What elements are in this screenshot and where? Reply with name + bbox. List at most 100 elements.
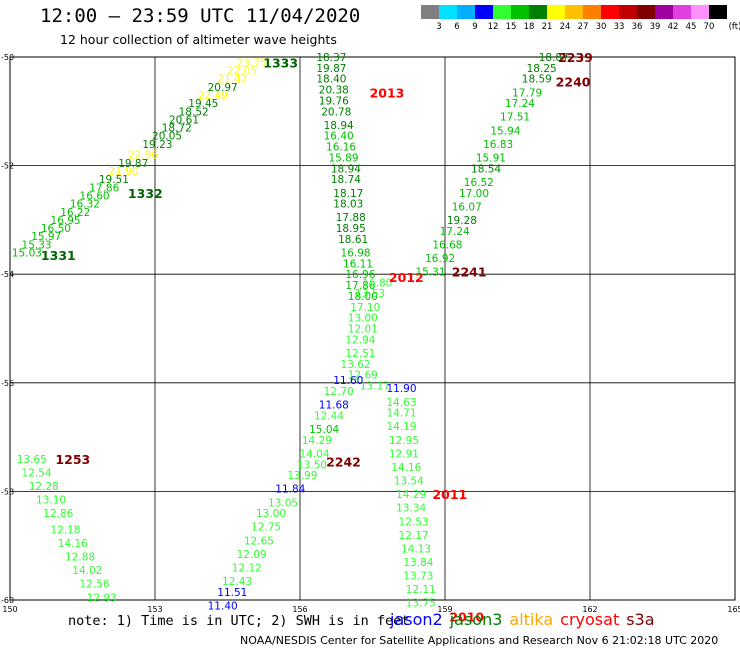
data-point-label: 16.50 <box>41 223 71 235</box>
data-point-label: 19.51 <box>99 174 129 186</box>
data-point-label: 17.10 <box>350 302 380 314</box>
data-point-label: 16.98 <box>341 247 371 259</box>
data-point-label: 13.17 <box>360 381 390 393</box>
data-point-label: 13.73 <box>403 571 433 583</box>
track-time-label: 2241 <box>452 264 487 279</box>
data-point-label: 18.00 <box>348 291 378 303</box>
data-point-label: 21.90 <box>109 166 139 178</box>
data-point-label: 14.04 <box>299 448 329 460</box>
data-point-label: 12.54 <box>22 467 52 479</box>
data-point-label: 14.29 <box>302 435 332 447</box>
color-scale-swatch <box>439 5 457 19</box>
data-point-label: 13.00 <box>256 508 286 520</box>
data-point-label: 14.16 <box>58 538 88 550</box>
data-point-label: 13.34 <box>396 503 426 515</box>
y-tick-label: -50 <box>1 53 14 62</box>
data-point-label: 16.22 <box>60 207 90 219</box>
data-point-label: 16.16 <box>326 142 356 154</box>
x-tick-label: 165 <box>727 605 740 614</box>
color-scale-swatch <box>457 5 475 19</box>
data-point-label: 12.11 <box>406 584 436 596</box>
data-point-label: 16.80 <box>362 277 392 289</box>
color-scale-label: 42 <box>667 22 679 32</box>
color-scale-swatch <box>691 5 709 19</box>
data-point-label: 19.23 <box>142 139 172 151</box>
satellite-legend-item: jason3 <box>449 610 503 629</box>
data-point-label: 13.84 <box>403 557 433 569</box>
data-point-label: 13.10 <box>36 495 66 507</box>
color-scale-swatch <box>583 5 601 19</box>
data-point-label: 14.16 <box>391 462 421 474</box>
color-scale-swatch <box>475 5 493 19</box>
data-point-label: 21.42 <box>217 74 247 86</box>
data-point-label: 12.09 <box>237 549 267 561</box>
data-point-label: 19.28 <box>447 215 477 227</box>
color-scale-swatch <box>547 5 565 19</box>
data-point-label: 19.76 <box>319 95 349 107</box>
y-tick-label: -60 <box>1 596 14 605</box>
data-point-label: 12.53 <box>399 516 429 528</box>
color-scale-label: 18 <box>523 22 535 32</box>
track-time-label: 1332 <box>128 186 163 201</box>
data-point-label: 12.18 <box>51 524 81 536</box>
color-scale-label: 9 <box>472 22 478 32</box>
data-point-label: 12.69 <box>348 370 378 382</box>
data-point-label: 12.65 <box>244 535 274 547</box>
data-point-label: 18.52 <box>179 106 209 118</box>
y-tick-label: -52 <box>1 162 14 171</box>
data-point-label: 18.03 <box>333 199 363 211</box>
color-scale-unit: (ft) <box>728 22 740 32</box>
x-tick-label: 159 <box>437 605 452 614</box>
data-point-label: 13.75 <box>406 598 436 610</box>
data-point-label: 17.51 <box>500 112 530 124</box>
data-point-label: 20.78 <box>321 106 351 118</box>
data-point-label: 18.59 <box>522 74 552 86</box>
satellite-legend: jason2 jason3 altika cryosat s3a <box>390 610 662 629</box>
data-point-label: 20.97 <box>208 82 238 94</box>
color-scale-label: 12 <box>487 22 499 32</box>
data-point-label: 16.32 <box>70 199 100 211</box>
data-point-label: 12.86 <box>43 508 73 520</box>
color-scale-label: 6 <box>454 22 460 32</box>
data-point-label: 12.43 <box>222 576 252 588</box>
track-time-label: 2011 <box>432 487 467 502</box>
data-point-label: 16.83 <box>483 139 513 151</box>
data-point-label: 13.05 <box>268 497 298 509</box>
data-point-label: 12.91 <box>389 448 419 460</box>
y-tick-label: -56 <box>1 379 14 388</box>
data-point-label: 14.13 <box>401 543 431 555</box>
data-point-label: 12.95 <box>389 435 419 447</box>
track-time-label: 2242 <box>326 455 361 470</box>
satellite-legend-item: s3a <box>626 610 655 629</box>
data-point-label: 16.07 <box>452 201 482 213</box>
color-scale-label: 45 <box>685 22 697 32</box>
data-point-label: 18.25 <box>527 63 557 75</box>
color-scale-swatch <box>529 5 547 19</box>
data-point-label: 14.71 <box>386 408 416 420</box>
data-point-label: 15.91 <box>476 152 506 164</box>
data-point-label: 12.70 <box>324 386 354 398</box>
data-point-label: 16.40 <box>324 131 354 143</box>
color-scale-label: 30 <box>595 22 607 32</box>
data-point-label: 17.24 <box>440 226 470 238</box>
data-point-label: 13.62 <box>341 359 371 371</box>
data-point-label: 11.40 <box>208 600 238 612</box>
data-point-label: 12.75 <box>251 522 281 534</box>
data-point-label: 14.02 <box>72 565 102 577</box>
data-point-label: 15.03 <box>12 247 42 259</box>
color-scale-label: 27 <box>577 22 589 32</box>
data-point-label: 20.38 <box>319 85 349 97</box>
y-tick-label: -58 <box>1 487 14 496</box>
data-point-label: 11.90 <box>386 383 416 395</box>
color-scale-label: 21 <box>541 22 553 32</box>
x-tick-label: 150 <box>2 605 17 614</box>
data-point-label: 16.95 <box>51 215 81 227</box>
data-point-label: 17.24 <box>505 98 535 110</box>
data-point-label: 19.45 <box>188 98 218 110</box>
data-point-label: 14.29 <box>396 489 426 501</box>
data-point-label: 16.96 <box>345 269 375 281</box>
color-scale-swatch <box>565 5 583 19</box>
color-scale-swatch <box>619 5 637 19</box>
page-subtitle: 12 hour collection of altimeter wave hei… <box>60 32 337 47</box>
data-point-label: 20.05 <box>152 131 182 143</box>
